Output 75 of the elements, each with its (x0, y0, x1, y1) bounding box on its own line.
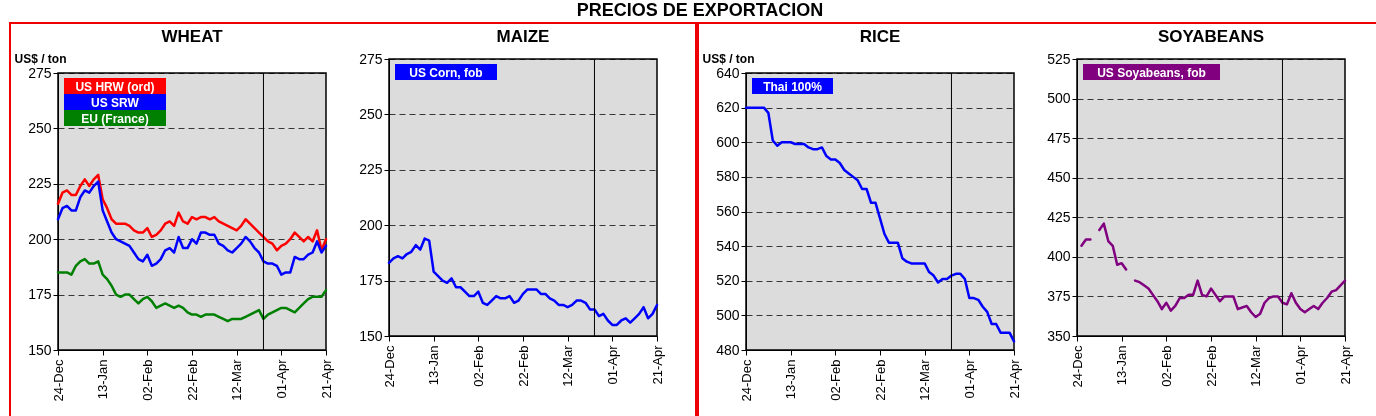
x-tick-label: 24-Dec (50, 359, 66, 402)
y-tick-label: 480 (716, 341, 740, 358)
text: PRECIOS DE EXPORTACION (575, 0, 825, 20)
x-tick-label: 13-Jan (426, 345, 442, 386)
x-tick-label: 22-Feb (184, 359, 200, 401)
y-tick-label: 580 (716, 168, 740, 185)
x-tick-label: 24-Dec (738, 359, 754, 402)
y-tick-label: 250 (28, 119, 52, 136)
y-tick-label: 175 (28, 286, 52, 303)
x-tick-label: 01-Apr (273, 358, 289, 399)
line-series (387, 237, 659, 327)
x-tick-label: 22-Feb (515, 345, 531, 387)
series-label: Thai 100% (763, 79, 823, 94)
x-tick-label: 02-Feb (1158, 345, 1174, 387)
line-series (56, 257, 328, 323)
y-tick-label: 475 (1047, 129, 1071, 146)
y-tick-label: 150 (28, 341, 52, 358)
x-tick-label: 12-Mar (560, 344, 576, 387)
line-series (56, 180, 328, 276)
y-tick-label: 150 (359, 327, 383, 344)
y-tick-label: 450 (1047, 169, 1071, 186)
y-tick-label: 225 (28, 175, 52, 192)
y-tick-label: 600 (716, 133, 740, 150)
y-tick-label: 350 (1047, 327, 1071, 344)
text: US Corn, fob (409, 65, 483, 80)
chart-title: SOYABEANS (1157, 27, 1265, 46)
x-tick-label: 22-Feb (1203, 345, 1219, 387)
x-tick-label: 13-Jan (1114, 345, 1130, 386)
y-tick-label: 620 (716, 99, 740, 116)
y-tick-label: 425 (1047, 208, 1071, 225)
x-tick-label: 01-Apr (604, 344, 620, 385)
line-series (56, 173, 328, 252)
y-tick-label: 225 (359, 161, 383, 178)
chart-title: RICE (859, 27, 901, 46)
y-tick-label: 200 (359, 216, 383, 233)
y-tick-label: 640 (716, 64, 740, 81)
y-tick-label: 250 (359, 105, 383, 122)
text: US SRW (91, 95, 140, 110)
y-tick-label: 175 (359, 272, 383, 289)
y-tick-label: 500 (1047, 90, 1071, 107)
x-tick-label: 21-Apr (649, 344, 665, 385)
line-series (744, 106, 1016, 343)
y-tick-label: 400 (1047, 248, 1071, 265)
x-tick-label: 21-Apr (1006, 358, 1022, 399)
x-tick-label: 02-Feb (470, 345, 486, 387)
x-tick-label: 21-Apr (1337, 344, 1353, 385)
y-axis-title: US$ / ton (702, 51, 755, 66)
x-tick-label: 12-Mar (229, 358, 245, 401)
y-tick-label: 275 (359, 50, 383, 67)
x-tick-label: 12-Mar (1248, 344, 1264, 387)
x-tick-label: 02-Feb (827, 359, 843, 401)
x-tick-label: 13-Jan (95, 359, 111, 400)
text: EU (France) (81, 111, 149, 126)
y-tick-label: 525 (1047, 50, 1071, 67)
x-tick-label: 24-Dec (1069, 345, 1085, 388)
y-tick-label: 200 (28, 230, 52, 247)
x-tick-label: 21-Apr (318, 358, 334, 399)
y-tick-label: 560 (716, 203, 740, 219)
x-tick-label: 02-Feb (139, 359, 155, 401)
text: US Soyabeans, fob (1097, 65, 1206, 80)
x-tick-label: 13-Jan (783, 359, 799, 400)
y-tick-label: 520 (716, 272, 740, 289)
chart-title: WHEAT (161, 27, 224, 46)
y-tick-label: 500 (716, 306, 740, 323)
y-tick-label: 540 (716, 237, 740, 254)
y-axis-title: US$ / ton (14, 51, 67, 66)
chart-title: MAIZE (496, 27, 550, 46)
x-tick-label: 12-Mar (917, 358, 933, 401)
x-tick-label: 01-Apr (961, 358, 977, 399)
y-tick-label: 375 (1047, 287, 1071, 304)
y-tick-label: 275 (28, 64, 52, 81)
x-tick-label: 22-Feb (872, 359, 888, 401)
x-tick-label: 01-Apr (1292, 344, 1308, 385)
x-tick-label: 24-Dec (381, 345, 397, 388)
text: US HRW (ord) (75, 79, 155, 94)
